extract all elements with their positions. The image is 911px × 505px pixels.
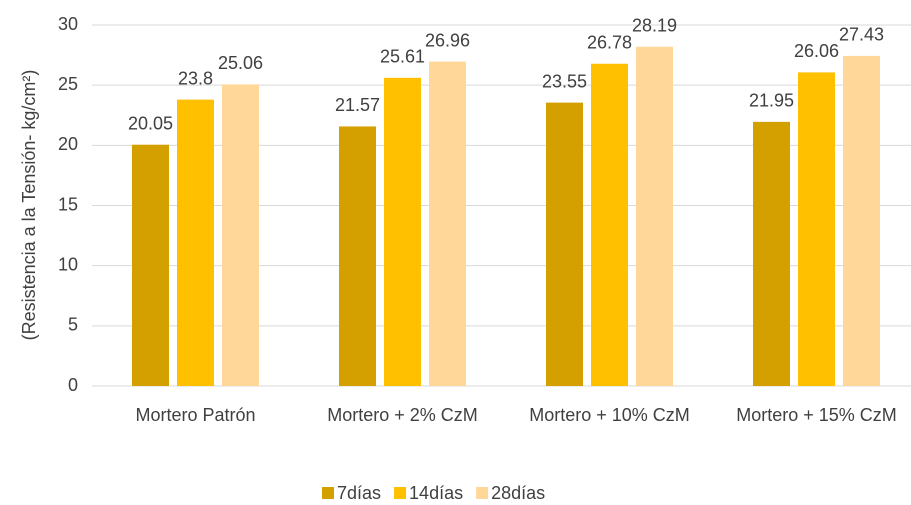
legend-label: 28días	[491, 483, 545, 503]
legend-swatch	[476, 487, 489, 499]
x-tick-label: Mortero + 15% CzM	[736, 405, 897, 425]
legend-swatch	[322, 487, 334, 499]
legend-label: 7días	[337, 483, 381, 503]
data-label: 25.61	[380, 47, 425, 67]
bar	[177, 99, 214, 387]
bar	[798, 72, 835, 387]
bar	[339, 126, 376, 386]
data-label: 21.95	[749, 91, 794, 111]
data-label: 26.78	[587, 32, 632, 52]
bar	[753, 121, 790, 386]
data-label: 20.05	[128, 113, 173, 133]
bar	[546, 102, 583, 387]
data-label: 26.96	[425, 30, 470, 50]
data-label: 25.06	[218, 53, 263, 73]
bar	[636, 46, 673, 386]
x-tick-label: Mortero + 2% CzM	[327, 405, 478, 425]
y-tick-label: 30	[58, 14, 78, 34]
bar	[132, 144, 169, 386]
legend-label: 14días	[409, 483, 463, 503]
y-tick-label: 10	[58, 254, 78, 274]
data-label: 23.55	[542, 71, 587, 91]
bar	[429, 61, 466, 387]
x-tick-label: Mortero + 10% CzM	[529, 405, 690, 425]
y-tick-label: 20	[58, 134, 78, 154]
data-label: 21.57	[335, 95, 380, 115]
data-label: 26.06	[794, 41, 839, 61]
bar	[591, 63, 628, 386]
y-axis-label: (Resistencia a la Tensión- kg/cm²)	[19, 70, 39, 341]
y-tick-label: 5	[68, 315, 78, 335]
data-label: 27.43	[839, 25, 884, 45]
bar	[384, 77, 421, 387]
data-label: 23.8	[178, 68, 213, 88]
legend-swatch	[394, 487, 407, 499]
bar	[843, 55, 880, 387]
y-tick-label: 25	[58, 74, 78, 94]
x-tick-label: Mortero Patrón	[135, 405, 256, 425]
y-tick-label: 15	[58, 194, 78, 214]
y-tick-label: 0	[68, 375, 78, 395]
bar	[222, 84, 259, 386]
data-label: 28.19	[632, 16, 677, 36]
